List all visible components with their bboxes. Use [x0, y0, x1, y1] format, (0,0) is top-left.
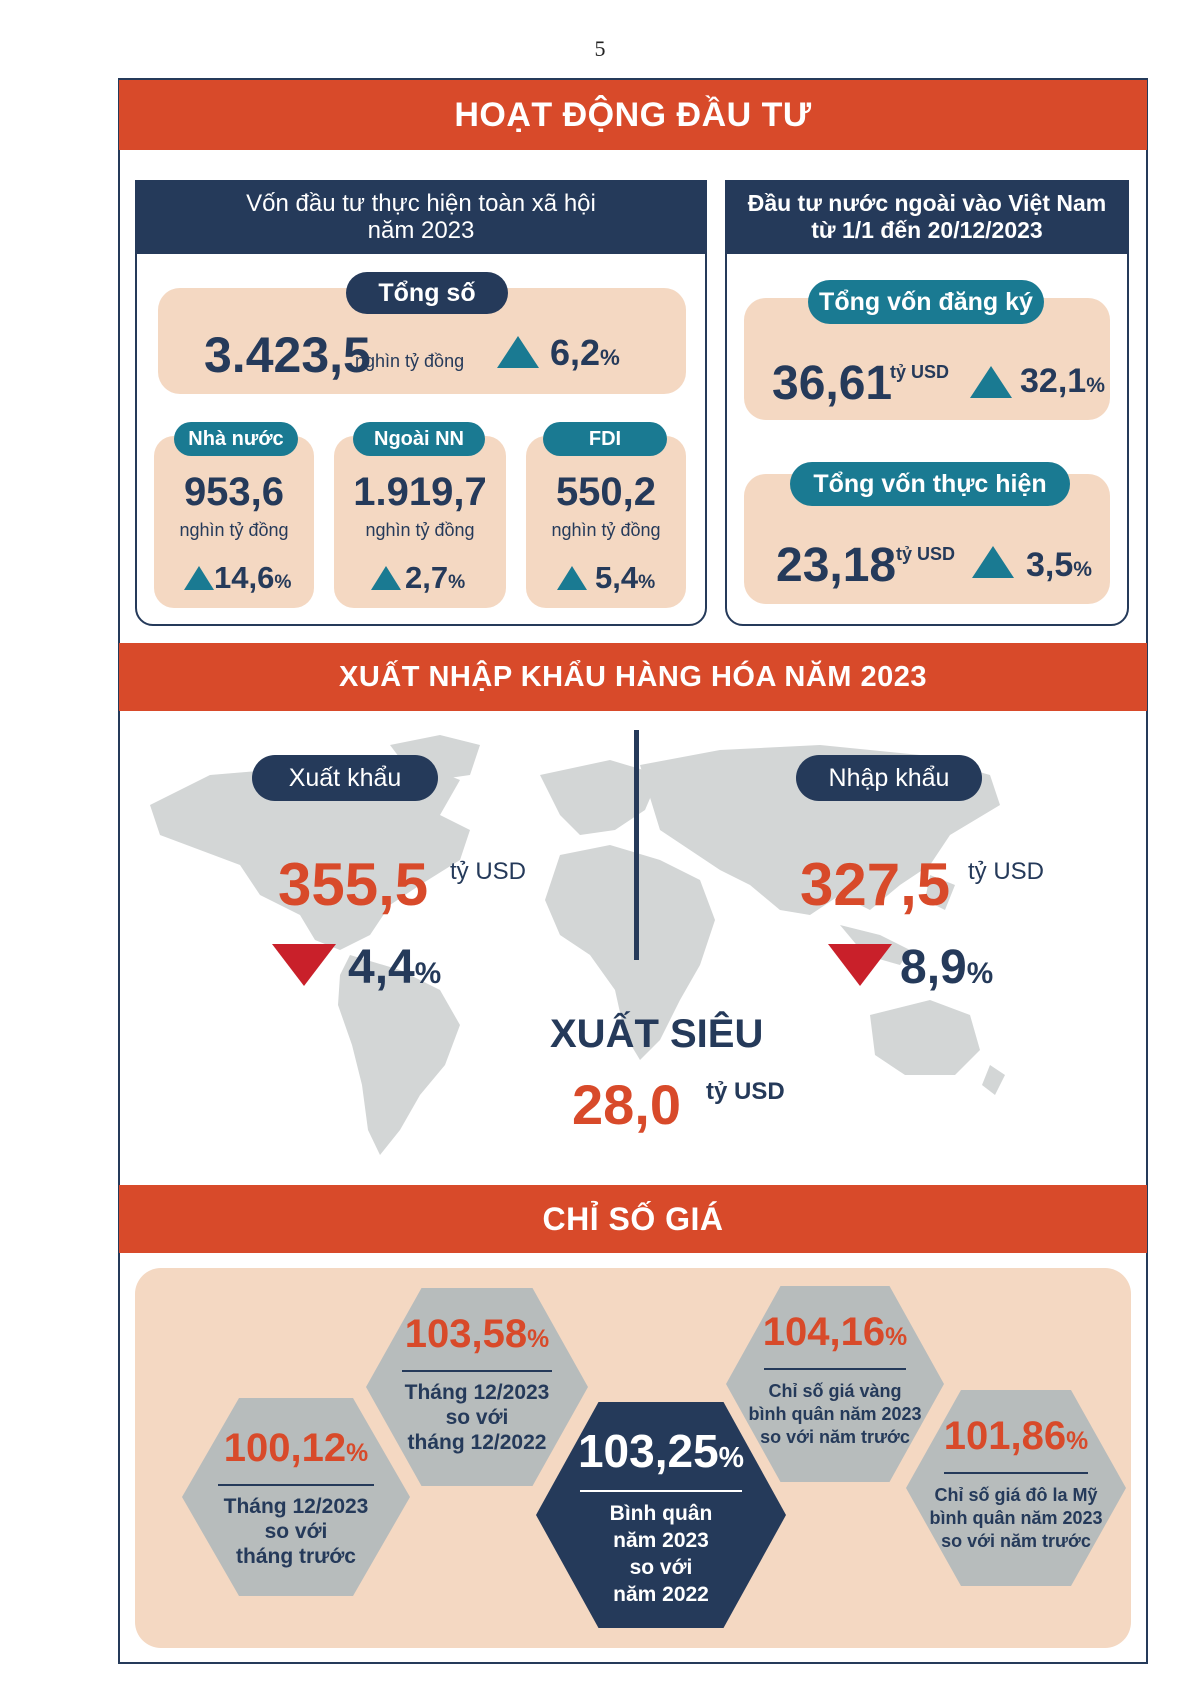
total-unit: nghìn tỷ đồng	[355, 351, 465, 371]
cpi-yoy-line-2: so với	[445, 1406, 509, 1429]
registered-change: 32,1%	[1020, 362, 1105, 400]
cpi-yoy-line-1: Tháng 12/2023	[404, 1381, 550, 1404]
import-unit: tỷ USD	[968, 858, 1045, 885]
cpi-mom-line-1: Tháng 12/2023	[223, 1495, 369, 1518]
cpi-average-value: 103,25%	[577, 1425, 745, 1477]
gold-value: 104,16%	[762, 1310, 908, 1354]
nonstate-change: 2,7%	[405, 560, 466, 595]
export-change: 4,4%	[348, 941, 442, 994]
cpi-yoy-divider	[402, 1370, 552, 1372]
implemented-up-arrow-icon	[972, 546, 1014, 578]
state-panel	[154, 436, 314, 608]
page-frame	[118, 78, 1148, 1664]
cpi-average-line-2: năm 2023	[613, 1529, 709, 1552]
registered-label-pill: Tổng vốn đăng ký	[808, 280, 1044, 324]
nonstate-label-pill: Ngoài NN	[353, 422, 485, 456]
trade-divider	[634, 730, 639, 960]
social-title-line1: Vốn đầu tư thực hiện toàn xã hội	[246, 190, 596, 217]
total-value: 3.423,5	[204, 327, 371, 383]
cpi-average-divider	[580, 1490, 742, 1492]
export-value: 355,5	[278, 851, 429, 918]
import-value: 327,5	[800, 851, 951, 918]
cpi-average-caption: Bình quân năm 2023 so với năm 2022	[536, 1500, 786, 1608]
usd-value: 101,86%	[943, 1414, 1089, 1458]
cpi-mom-divider	[218, 1484, 374, 1486]
nonstate-value: 1.919,7	[353, 470, 487, 514]
investment-banner: HOẠT ĐỘNG ĐẦU TƯ	[119, 80, 1147, 150]
price-hex-cpi-yoy: 103,58% Tháng 12/2023 so với tháng 12/20…	[366, 1288, 588, 1486]
cpi-average-line-3: so với	[629, 1556, 693, 1579]
registered-value: 36,61	[772, 357, 893, 410]
implemented-change: 3,5%	[1026, 546, 1093, 584]
fdi-unit: nghìn tỷ đồng	[551, 520, 661, 540]
registered-unit: tỷ USD	[890, 362, 950, 382]
export-down-arrow-icon	[272, 944, 336, 986]
nonstate-unit: nghìn tỷ đồng	[365, 520, 475, 540]
nonstate-panel	[334, 436, 506, 608]
cpi-mom-line-2: so với	[264, 1520, 328, 1543]
fdi-title-line2: từ 1/1 đến 20/12/2023	[811, 217, 1043, 243]
cpi-mom-value: 100,12%	[223, 1426, 369, 1470]
import-label-pill: Nhập khẩu	[796, 755, 982, 801]
implemented-value: 23,18	[776, 539, 897, 592]
foreign-investment-header: Đầu tư nước ngoài vào Việt Nam từ 1/1 đế…	[727, 182, 1127, 254]
usd-line-3: so với năm trước	[941, 1531, 1091, 1551]
implemented-label-pill: Tổng vốn thực hiện	[790, 462, 1070, 506]
state-value: 953,6	[183, 470, 285, 514]
cpi-mom-caption: Tháng 12/2023 so với tháng trước	[182, 1494, 410, 1569]
gold-line-3: so với năm trước	[760, 1427, 910, 1447]
total-up-arrow-icon	[497, 336, 539, 368]
fdi-title-line1: Đầu tư nước ngoài vào Việt Nam	[747, 190, 1107, 216]
surplus-value: 28,0	[572, 1073, 681, 1136]
surplus-unit: tỷ USD	[706, 1078, 785, 1105]
usd-divider	[944, 1472, 1088, 1474]
surplus-label: XUẤT SIÊU	[550, 1012, 764, 1056]
trade-banner: XUẤT NHẬP KHẨU HÀNG HÓA NĂM 2023	[119, 643, 1147, 711]
cpi-yoy-caption: Tháng 12/2023 so với tháng 12/2022	[366, 1380, 588, 1455]
fdi-panel	[526, 436, 686, 608]
state-label-pill: Nhà nước	[174, 422, 298, 456]
usd-line-2: bình quân năm 2023	[929, 1508, 1103, 1528]
gold-line-1: Chỉ số giá vàng	[768, 1381, 902, 1401]
social-investment-header: Vốn đầu tư thực hiện toàn xã hội năm 202…	[137, 182, 705, 254]
cpi-average-line-1: Bình quân	[609, 1502, 713, 1525]
import-change: 8,9%	[900, 941, 994, 994]
state-up-arrow-icon	[184, 566, 214, 590]
price-banner: CHỈ SỐ GIÁ	[119, 1185, 1147, 1253]
cpi-yoy-value: 103,58%	[404, 1312, 550, 1356]
page-number: 5	[594, 36, 606, 61]
gold-caption: Chỉ số giá vàng bình quân năm 2023 so vớ…	[726, 1380, 944, 1449]
total-change: 6,2%	[550, 332, 620, 373]
fdi-change: 5,4%	[595, 560, 656, 595]
cpi-yoy-line-3: tháng 12/2022	[407, 1431, 547, 1454]
state-change: 14,6%	[214, 560, 292, 595]
gold-line-2: bình quân năm 2023	[748, 1404, 922, 1424]
price-hex-cpi-mom: 100,12% Tháng 12/2023 so với tháng trước	[182, 1398, 410, 1596]
registered-up-arrow-icon	[970, 366, 1012, 398]
import-down-arrow-icon	[828, 944, 892, 986]
nonstate-up-arrow-icon	[371, 566, 401, 590]
social-title-line2: năm 2023	[367, 217, 475, 244]
gold-divider	[764, 1368, 906, 1370]
cpi-mom-line-3: tháng trước	[236, 1545, 356, 1568]
total-label-pill: Tổng số	[346, 272, 508, 314]
state-unit: nghìn tỷ đồng	[179, 520, 289, 540]
cpi-average-line-4: năm 2022	[613, 1583, 709, 1606]
export-label-pill: Xuất khẩu	[252, 755, 438, 801]
fdi-up-arrow-icon	[557, 566, 587, 590]
fdi-label-pill: FDI	[543, 422, 667, 456]
implemented-unit: tỷ USD	[896, 544, 956, 564]
usd-caption: Chỉ số giá đô la Mỹ bình quân năm 2023 s…	[906, 1484, 1126, 1553]
export-unit: tỷ USD	[450, 858, 527, 885]
fdi-value: 550,2	[555, 470, 657, 514]
usd-line-1: Chỉ số giá đô la Mỹ	[934, 1485, 1098, 1505]
